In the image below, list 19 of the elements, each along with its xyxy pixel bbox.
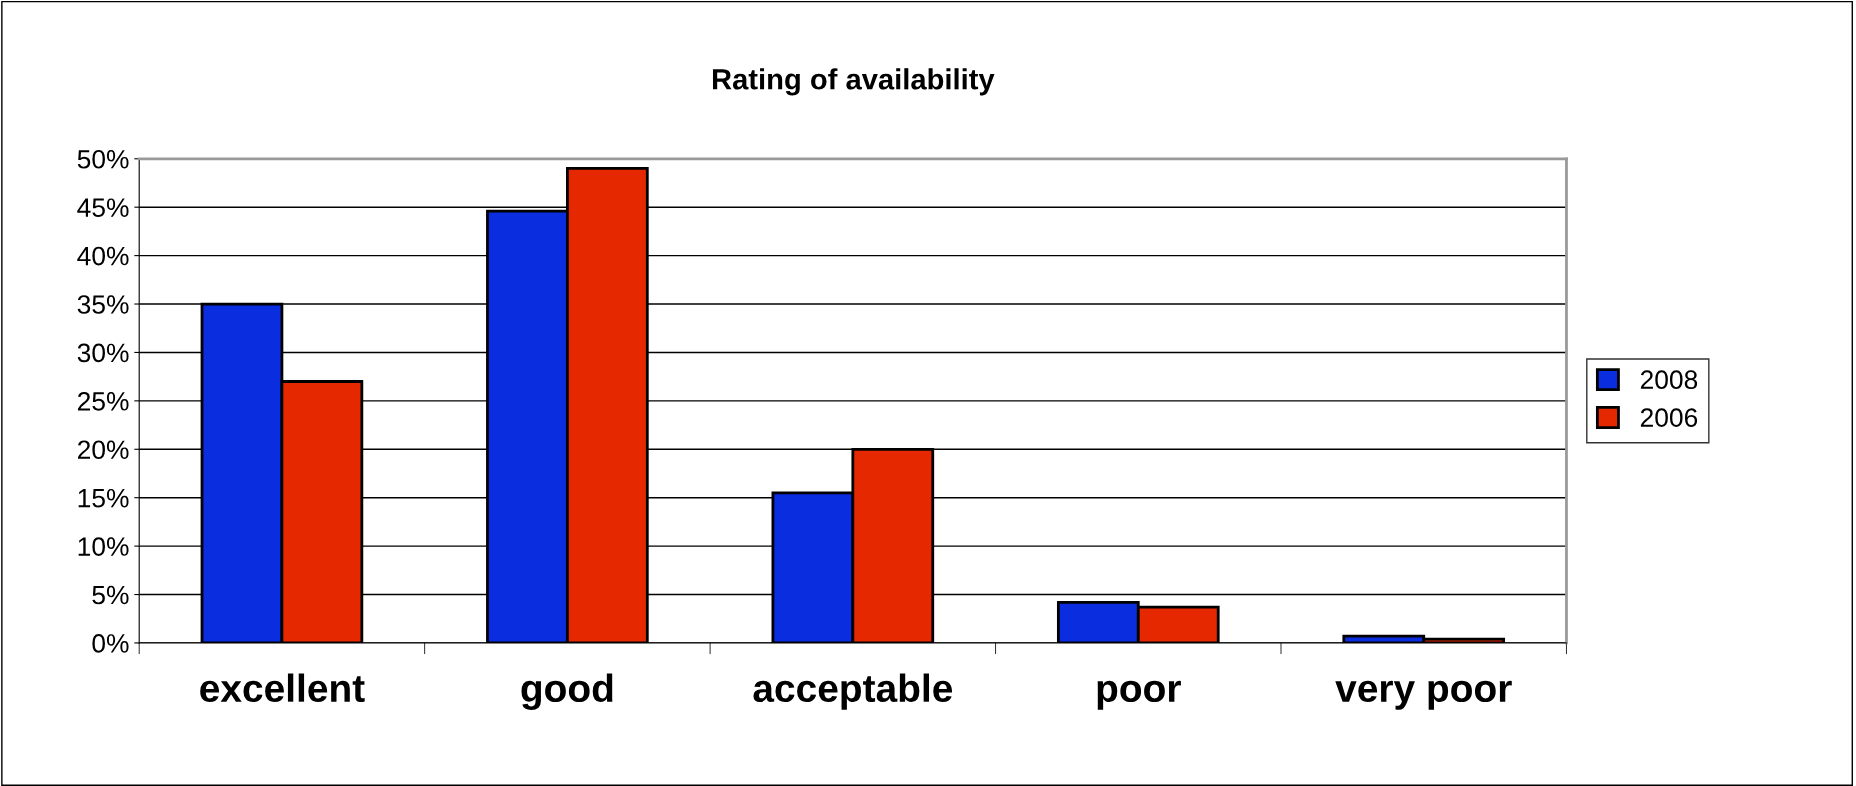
y-tick-label: 0%	[92, 634, 129, 653]
y-tick-label: 15%	[78, 488, 129, 508]
y-tick-label: 20%	[77, 440, 129, 460]
chart-title: Rating of availability	[712, 68, 995, 96]
legend-label: 2008	[1640, 370, 1698, 390]
legend-label: 2006	[1640, 408, 1698, 427]
y-tick-label: 10%	[78, 537, 129, 556]
y-tick-label: 5%	[92, 585, 129, 605]
y-tick-label: 30%	[77, 343, 129, 363]
x-tick-label: very poor	[1335, 680, 1512, 710]
x-tick-label: poor	[1097, 680, 1181, 710]
x-tick-label: excellent	[200, 673, 365, 703]
y-tick-label: 35%	[77, 295, 129, 314]
y-tick-label: 25%	[77, 391, 129, 411]
x-tick-label: acceptable	[753, 673, 953, 710]
y-tick-label: 50%	[77, 149, 129, 169]
y-tick-label: 45%	[77, 198, 129, 218]
x-tick-label: good	[521, 673, 613, 710]
y-tick-label: 40%	[77, 246, 129, 266]
